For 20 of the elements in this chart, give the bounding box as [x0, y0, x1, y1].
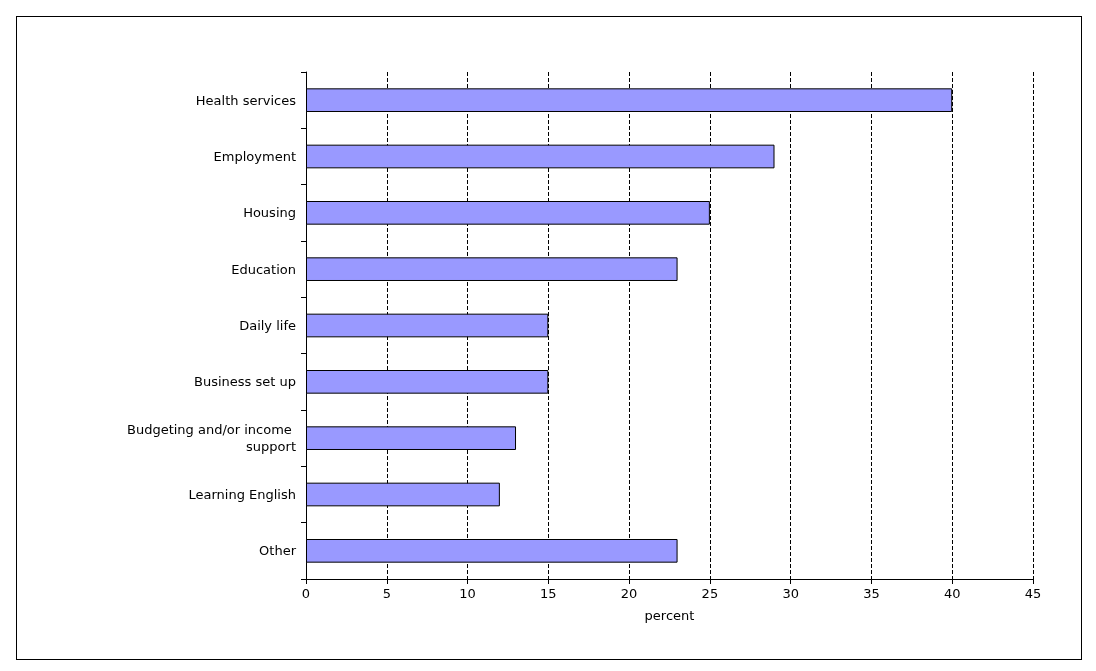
y-tick-label: Budgeting and/or income support [126, 422, 296, 455]
x-tick-label: 30 [782, 586, 799, 601]
y-tick-label: Employment [213, 149, 296, 164]
y-tick-label: Housing [243, 205, 296, 221]
y-tick-label: Learning English [188, 487, 296, 502]
x-tick-label: 5 [382, 586, 391, 601]
x-tick-label: 10 [459, 586, 476, 601]
x-tick-label: 20 [620, 586, 638, 601]
x-tick-label: 0 [301, 586, 311, 601]
x-tick-label: 25 [701, 586, 719, 601]
x-tick-label: 45 [1024, 586, 1042, 601]
y-tick-label: Health services [195, 92, 297, 108]
x-tick-label: 15 [540, 586, 557, 601]
x-tick-label: 35 [863, 586, 880, 601]
x-axis-title: percent [644, 608, 695, 623]
y-tick-label: Daily life [239, 318, 296, 333]
y-tick-label: Business set up [194, 374, 296, 390]
y-tick-label: Other [259, 543, 297, 559]
x-tick-label: 40 [943, 586, 961, 601]
y-tick-label: Education [231, 261, 296, 277]
